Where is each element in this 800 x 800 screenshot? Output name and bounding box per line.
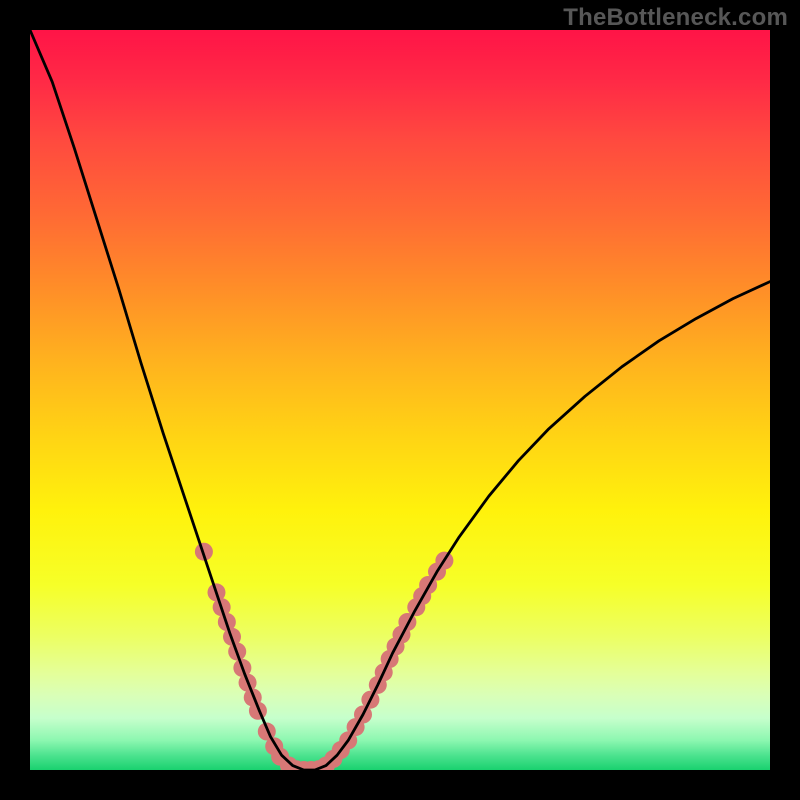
watermark-text: TheBottleneck.com	[563, 4, 788, 32]
plot-area	[30, 30, 770, 770]
bottleneck-curve	[30, 30, 770, 770]
chart-svg	[30, 30, 770, 770]
outer-frame: TheBottleneck.com	[0, 0, 800, 800]
marker-layer	[195, 543, 454, 770]
